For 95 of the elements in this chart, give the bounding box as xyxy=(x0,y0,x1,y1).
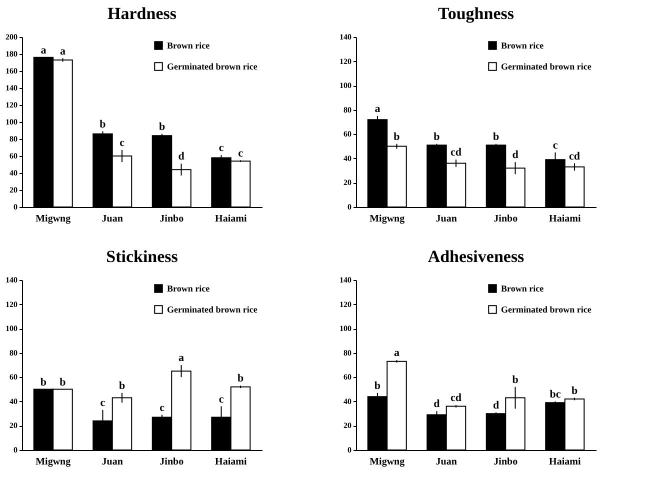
legend-label: Brown rice xyxy=(167,40,210,50)
y-tick-label: 140 xyxy=(6,84,18,92)
x-tick-label: Haiami xyxy=(215,456,247,468)
x-tick-label: Haiami xyxy=(549,214,581,224)
y-tick-label: 100 xyxy=(340,324,352,334)
y-tick-label: 180 xyxy=(6,50,18,58)
data-label: cd xyxy=(569,150,580,162)
data-label: b xyxy=(394,130,400,143)
legend-label: Germinated brown rice xyxy=(501,304,592,314)
data-label: a xyxy=(60,45,66,58)
x-tick-label: Migwng xyxy=(36,456,71,468)
legend-label: Brown rice xyxy=(167,284,210,294)
y-tick-label: 20 xyxy=(10,421,18,430)
data-label: b xyxy=(512,374,518,386)
data-label: a xyxy=(374,102,381,115)
y-tick-label: 140 xyxy=(340,276,352,284)
data-label: b xyxy=(571,384,578,397)
legend-label: Brown rice xyxy=(501,40,544,50)
data-label: a xyxy=(394,347,400,360)
y-tick-label: 60 xyxy=(10,372,18,382)
data-label: c xyxy=(218,142,224,154)
x-tick-label: Juan xyxy=(102,456,124,468)
y-tick-label: 80 xyxy=(10,348,18,358)
y-tick-label: 100 xyxy=(6,118,18,126)
data-label: cd xyxy=(450,146,462,159)
chart-title: Toughness xyxy=(438,4,514,23)
data-label: c xyxy=(218,393,224,406)
y-tick-label: 80 xyxy=(344,105,352,114)
y-tick-label: 40 xyxy=(344,154,352,163)
y-tick-label: 80 xyxy=(10,134,18,144)
legend-label: Germinated brown rice xyxy=(501,62,592,72)
y-tick-label: 120 xyxy=(6,300,18,309)
data-label: c xyxy=(552,139,558,152)
data-label: c xyxy=(160,402,165,414)
x-tick-label: Juan xyxy=(102,214,124,224)
y-tick-label: 80 xyxy=(344,348,352,358)
data-label: cd xyxy=(450,392,462,404)
x-tick-label: Migwng xyxy=(370,214,405,224)
y-tick-label: 120 xyxy=(6,100,18,110)
data-label: b xyxy=(118,380,126,392)
y-tick-label: 60 xyxy=(344,372,352,382)
y-tick-label: 60 xyxy=(344,130,352,139)
x-tick-label: Jinbo xyxy=(494,214,518,224)
chart-title: Stickiness xyxy=(106,247,178,266)
x-tick-label: Jinbo xyxy=(160,214,184,224)
legend-label: Germinated brown rice xyxy=(167,304,258,314)
data-label: d xyxy=(434,398,440,410)
legend-label: Germinated brown rice xyxy=(167,62,258,72)
y-tick-label: 0 xyxy=(348,446,352,454)
x-tick-label: Haiami xyxy=(215,214,247,224)
x-tick-label: Haiami xyxy=(549,456,581,468)
data-label: d xyxy=(178,150,184,163)
y-tick-label: 0 xyxy=(14,202,18,212)
data-label: b xyxy=(374,380,381,392)
data-label: c xyxy=(238,147,244,160)
y-tick-label: 40 xyxy=(10,168,18,178)
x-tick-label: Jinbo xyxy=(160,456,184,468)
chart-title: Adhesiveness xyxy=(428,247,525,266)
data-label: d xyxy=(512,149,518,162)
y-tick-label: 0 xyxy=(348,202,352,212)
x-tick-label: Migwng xyxy=(370,456,405,468)
y-tick-label: 40 xyxy=(10,396,18,406)
data-label: b xyxy=(60,376,66,388)
data-label: b xyxy=(434,130,440,143)
data-label: b xyxy=(237,372,244,385)
data-label: b xyxy=(100,118,106,130)
y-tick-label: 140 xyxy=(340,32,352,42)
x-tick-label: Juan xyxy=(436,214,458,224)
x-tick-label: Migwng xyxy=(36,214,71,224)
y-tick-label: 100 xyxy=(6,324,18,334)
x-tick-label: Juan xyxy=(436,456,458,468)
y-tick-label: 200 xyxy=(6,32,18,42)
y-tick-label: 60 xyxy=(10,152,18,160)
y-tick-label: 0 xyxy=(14,446,18,454)
data-label: d xyxy=(492,399,500,412)
y-tick-label: 160 xyxy=(6,66,18,76)
x-tick-label: Jinbo xyxy=(494,456,518,468)
y-tick-label: 20 xyxy=(344,178,352,188)
data-label: c xyxy=(120,137,125,150)
data-label: b xyxy=(40,376,47,388)
data-label: bc xyxy=(550,388,561,400)
y-tick-label: 140 xyxy=(6,276,18,284)
data-label: c xyxy=(100,396,106,409)
data-label: b xyxy=(158,120,166,133)
y-tick-label: 40 xyxy=(344,396,352,406)
legend-label: Brown rice xyxy=(501,284,544,294)
y-tick-label: 20 xyxy=(10,186,18,194)
y-tick-label: 120 xyxy=(340,56,352,66)
y-tick-label: 100 xyxy=(340,81,352,90)
chart-title: Hardness xyxy=(108,4,177,23)
data-label: b xyxy=(492,130,500,143)
y-tick-label: 120 xyxy=(340,300,352,309)
data-label: a xyxy=(178,352,185,364)
y-tick-label: 20 xyxy=(344,421,352,430)
data-label: a xyxy=(40,44,47,56)
